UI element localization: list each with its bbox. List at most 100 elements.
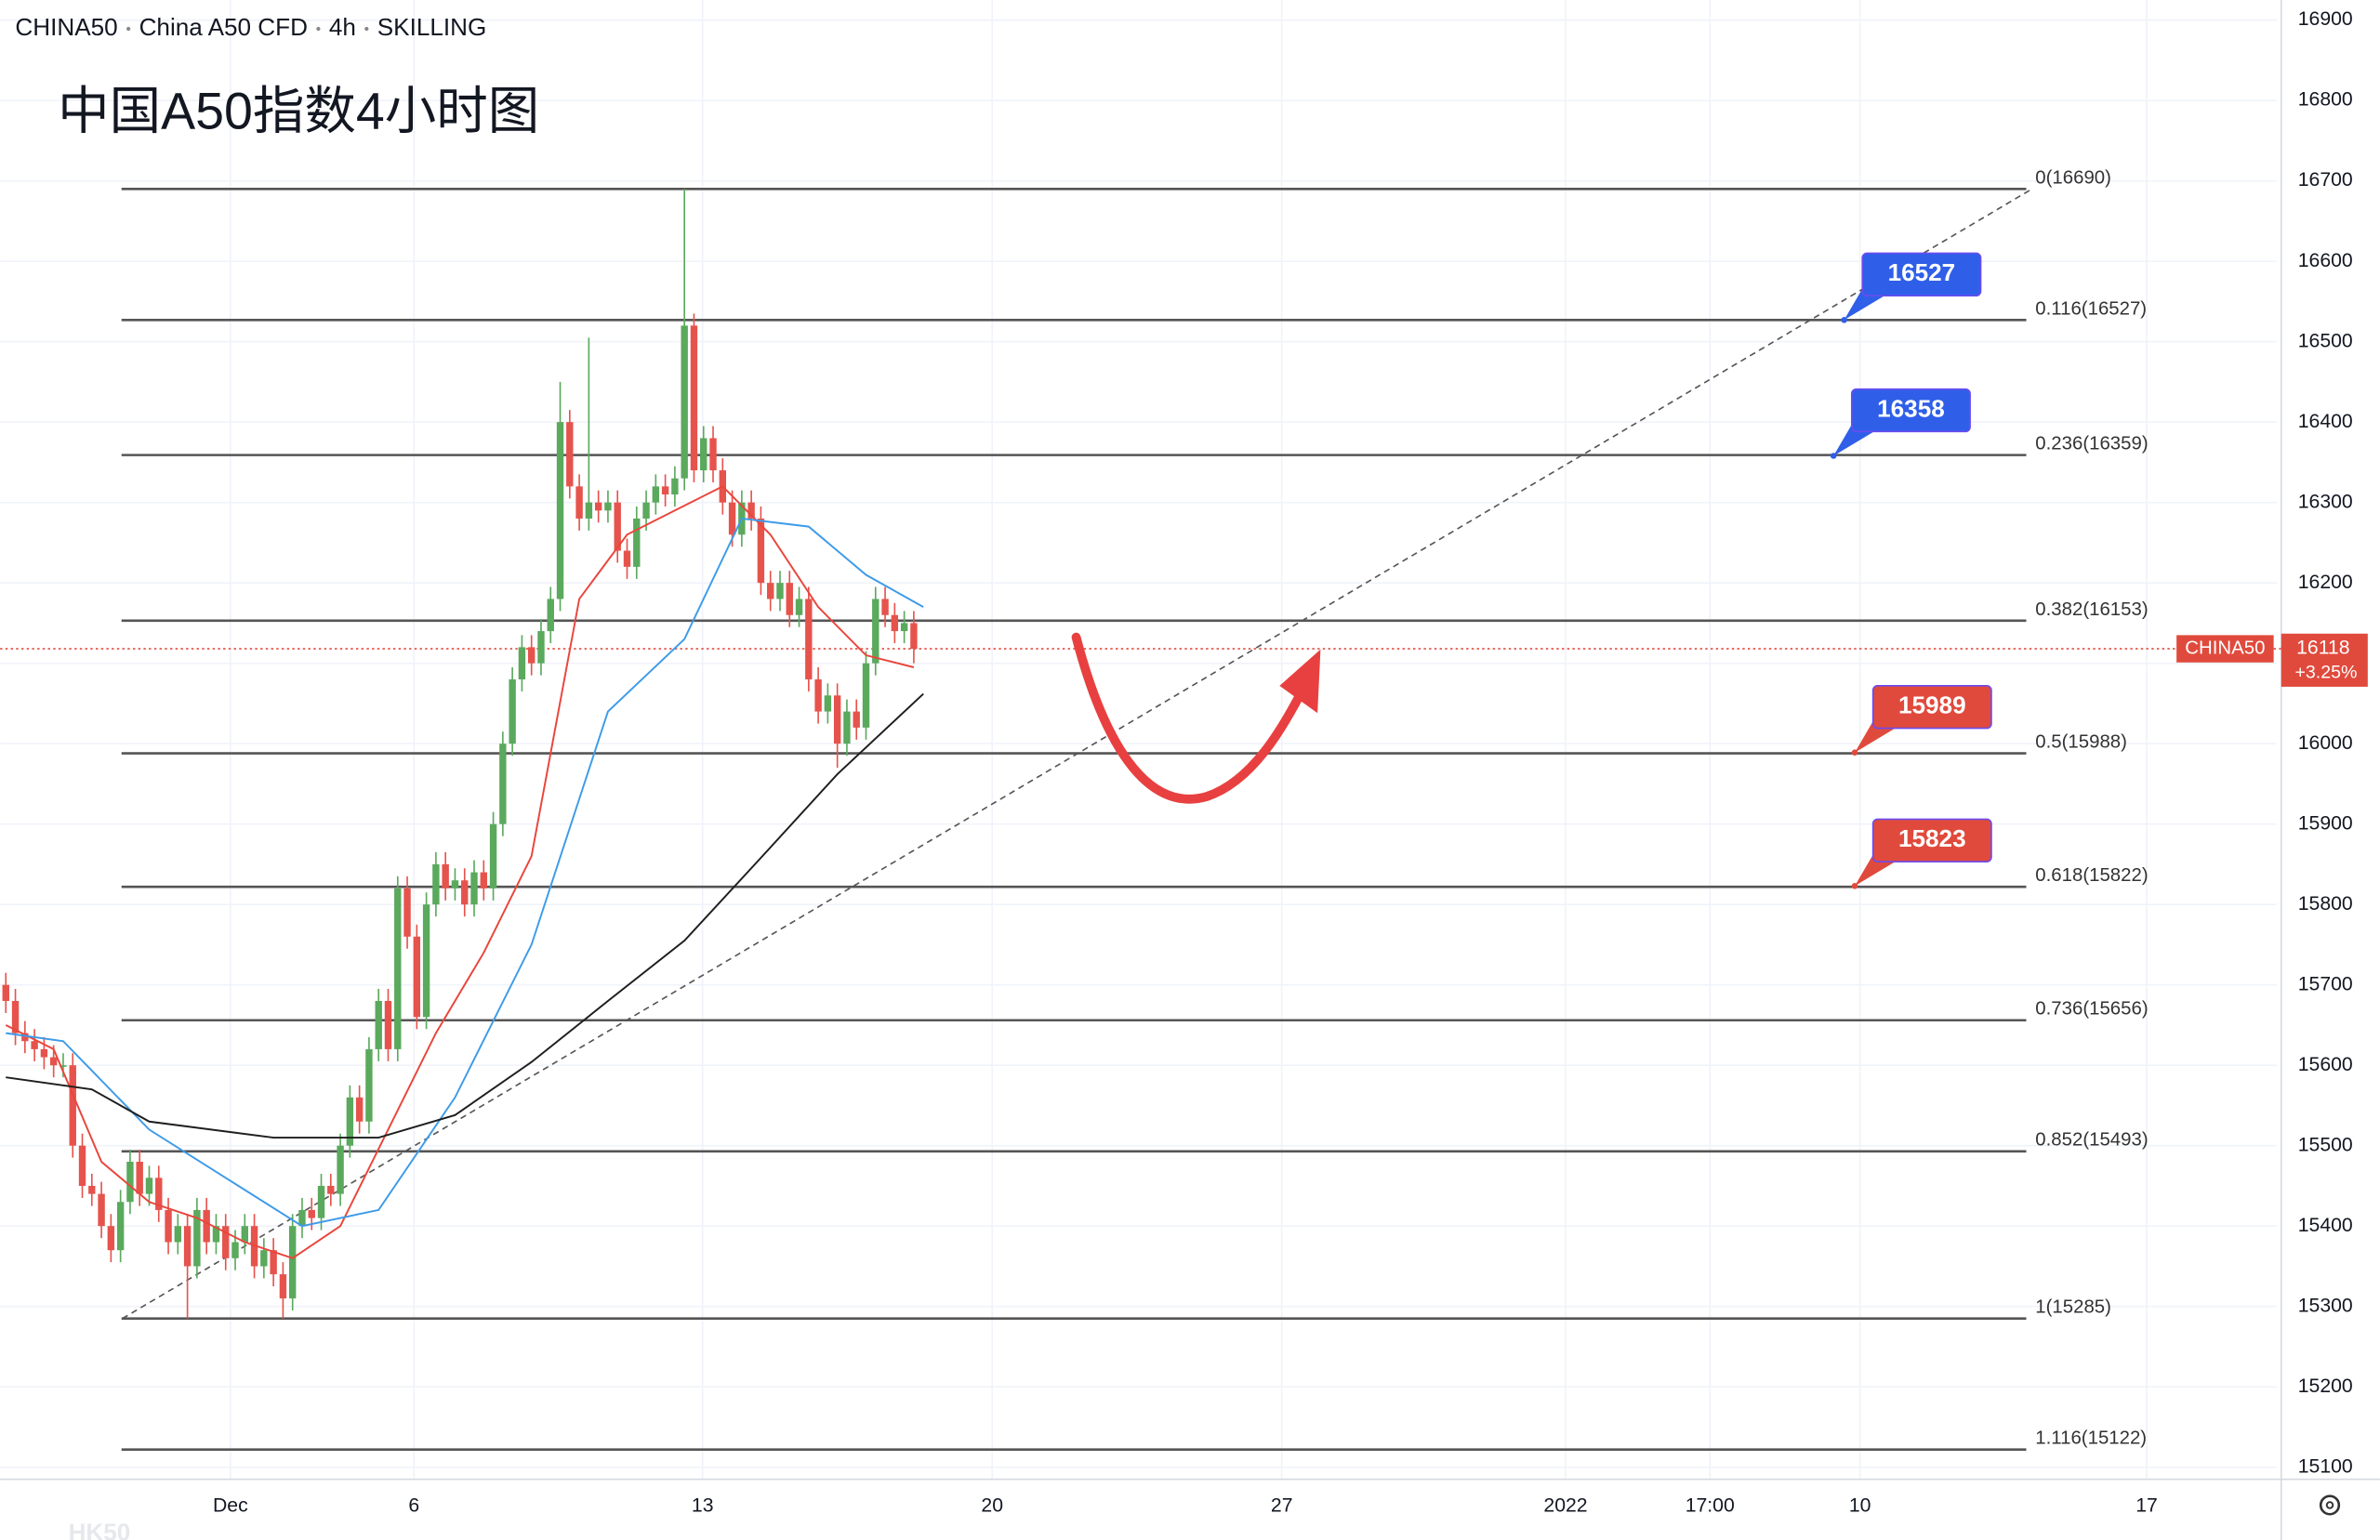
gear[interactable] — [2319, 1494, 2341, 1516]
candle-body — [499, 744, 507, 824]
candle-body — [509, 678, 516, 744]
fib-label: 0.736(15656) — [2035, 999, 2148, 1020]
x-tick-label: 2022 — [1543, 1495, 1587, 1517]
x-tick-label: 13 — [692, 1495, 714, 1517]
candle-body — [461, 880, 469, 905]
candle-body — [365, 1048, 373, 1122]
x-tick-label: 10 — [1849, 1495, 1871, 1517]
candle-body — [690, 325, 698, 471]
candle-body — [862, 663, 870, 728]
y-tick-label: 16300 — [2298, 491, 2353, 512]
candle-body — [394, 888, 402, 1049]
y-tick-label: 15300 — [2298, 1295, 2353, 1316]
candle-body — [633, 518, 641, 567]
callout-label: 16527 — [1888, 258, 1956, 286]
header-item: CHINA50 — [15, 13, 117, 41]
x-tick-label: 27 — [1271, 1495, 1293, 1517]
candle-body — [88, 1185, 96, 1194]
candle-body — [355, 1097, 364, 1122]
gear-center[interactable] — [2325, 1501, 2334, 1509]
candle-body — [843, 711, 851, 744]
candle-body — [327, 1185, 335, 1194]
candle-body — [384, 1000, 392, 1049]
callout-anchor — [1830, 453, 1837, 459]
callout-label: 16358 — [1877, 394, 1945, 422]
x-tick-label: Dec — [213, 1495, 248, 1517]
y-tick-label: 15900 — [2298, 812, 2353, 834]
moving-average — [5, 485, 915, 1259]
y-tick-label: 15800 — [2298, 893, 2353, 915]
candle-body — [413, 936, 421, 1018]
candle-body — [260, 1250, 268, 1267]
candle-body — [661, 486, 669, 495]
callout-label: 15823 — [1898, 824, 1966, 852]
candle-body — [881, 599, 889, 615]
candle-body — [757, 518, 765, 584]
candle-body — [489, 823, 497, 888]
candle-body — [814, 678, 822, 712]
candle-body — [442, 863, 449, 888]
candle-body — [527, 647, 536, 664]
candle-body — [451, 880, 459, 888]
candle-body — [556, 422, 564, 599]
settings-icon[interactable] — [2319, 1494, 2341, 1516]
y-tick-label: 16500 — [2298, 330, 2353, 351]
candle-body — [786, 583, 793, 615]
candle-body — [518, 647, 526, 679]
candle-body — [480, 872, 487, 888]
header-item: China A50 CFD — [139, 13, 308, 41]
candle-body — [165, 1209, 172, 1243]
candle-body — [537, 631, 545, 664]
callout-anchor — [1841, 317, 1847, 323]
candle-body — [193, 1209, 201, 1267]
candle-body — [69, 1065, 76, 1146]
y-tick-label: 15400 — [2298, 1215, 2353, 1236]
y-tick-label: 16600 — [2298, 250, 2353, 271]
candle-body — [31, 1041, 38, 1049]
candle-body — [174, 1226, 182, 1243]
header-item: 4h — [329, 13, 356, 41]
fib-label: 0.236(16359) — [2035, 434, 2148, 454]
header-separator — [364, 26, 369, 32]
y-tick-label: 16700 — [2298, 169, 2353, 191]
header-item: SKILLING — [377, 13, 487, 41]
candle-body — [681, 325, 688, 479]
candle-body — [853, 711, 860, 728]
candle-body — [270, 1250, 277, 1275]
candle-body — [107, 1226, 115, 1251]
candle-body — [623, 550, 631, 567]
candle-body — [126, 1162, 134, 1203]
candle-body — [767, 583, 774, 599]
candle-body — [49, 1057, 58, 1066]
y-tick-label: 15500 — [2298, 1134, 2353, 1155]
candle-body — [652, 486, 660, 503]
x-tick-label: 20 — [981, 1495, 1003, 1517]
fib-label: 0.382(16153) — [2035, 599, 2148, 620]
candle-body — [824, 695, 832, 712]
watermark: HK50 — [69, 1518, 131, 1540]
candle-body — [11, 1000, 20, 1033]
fib-label: 1.116(15122) — [2035, 1428, 2147, 1449]
forecast-arrowhead — [1279, 649, 1321, 714]
candle-body — [60, 1065, 67, 1067]
candle-body — [575, 486, 583, 519]
candle-body — [183, 1226, 192, 1267]
candle-body — [833, 695, 841, 744]
candle-body — [776, 583, 784, 599]
callout-box — [1871, 818, 1992, 862]
x-tick-label: 17:00 — [1686, 1495, 1735, 1517]
fib-label: 0(16690) — [2035, 167, 2111, 188]
header-separator — [316, 26, 321, 32]
candle-body — [594, 502, 602, 511]
candle-body — [891, 614, 899, 632]
candle-body — [145, 1178, 153, 1194]
candle-body — [155, 1178, 163, 1210]
candle-body — [614, 502, 621, 551]
fib-label: 0.116(16527) — [2035, 298, 2147, 319]
header-separator — [126, 26, 131, 32]
callout-box — [1850, 388, 1971, 433]
candle-body — [21, 1033, 29, 1042]
trendline — [122, 188, 2033, 1320]
